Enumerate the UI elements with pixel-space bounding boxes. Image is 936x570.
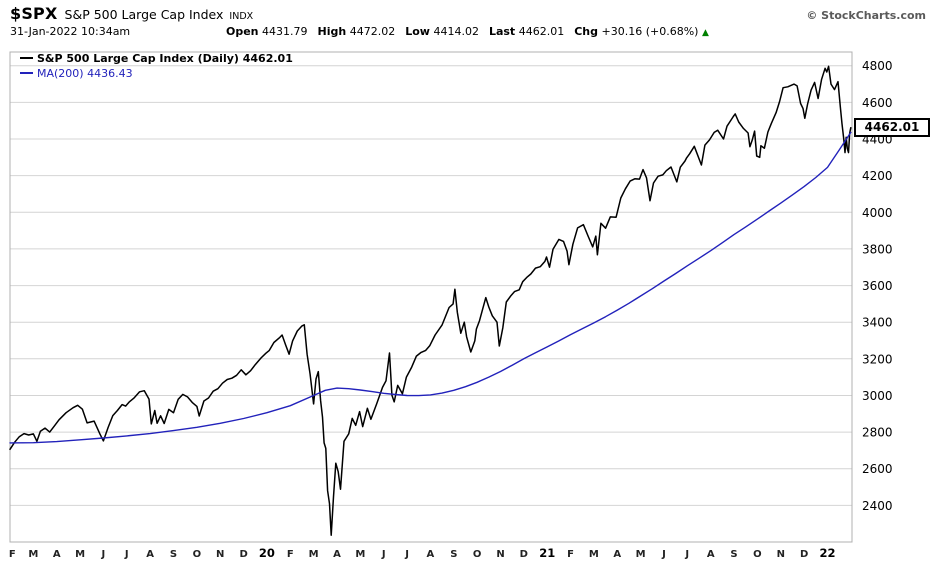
svg-text:3200: 3200 bbox=[862, 352, 893, 366]
svg-text:21: 21 bbox=[539, 546, 555, 560]
svg-text:3800: 3800 bbox=[862, 242, 893, 256]
legend-ma-label: MA(200) 4436.43 bbox=[37, 67, 133, 80]
svg-text:S: S bbox=[450, 549, 457, 560]
svg-text:A: A bbox=[613, 549, 621, 560]
svg-text:2400: 2400 bbox=[862, 499, 893, 513]
svg-text:M: M bbox=[589, 549, 599, 560]
svg-text:J: J bbox=[381, 549, 386, 560]
svg-text:D: D bbox=[520, 549, 528, 560]
svg-text:A: A bbox=[707, 549, 715, 560]
svg-text:F: F bbox=[9, 549, 16, 560]
svg-text:J: J bbox=[404, 549, 409, 560]
high-label: High bbox=[317, 25, 347, 38]
svg-text:3400: 3400 bbox=[862, 316, 893, 330]
up-arrow-icon: ▲ bbox=[701, 28, 709, 38]
datetime-label: 31-Jan-2022 10:34am bbox=[10, 25, 131, 38]
open-value: 4431.79 bbox=[262, 25, 308, 38]
chart-area: 2400 2600 2800 3000 3200 3400 3600 3800 4000 4200… bbox=[0, 44, 936, 570]
quote-last: Last 4462.01 bbox=[489, 25, 564, 38]
chart-legend: S&P 500 Large Cap Index (Daily) 4462.01 … bbox=[20, 51, 293, 81]
svg-text:F: F bbox=[567, 549, 574, 560]
svg-text:S: S bbox=[730, 549, 737, 560]
stockcharts-credit: © StockCharts.com bbox=[806, 9, 926, 22]
svg-text:O: O bbox=[193, 549, 202, 560]
svg-text:M: M bbox=[309, 549, 319, 560]
svg-text:N: N bbox=[777, 549, 785, 560]
svg-text:20: 20 bbox=[259, 546, 275, 560]
last-label: Last bbox=[488, 25, 516, 38]
svg-text:M: M bbox=[28, 549, 38, 560]
svg-text:3600: 3600 bbox=[862, 279, 893, 293]
svg-text:2800: 2800 bbox=[862, 426, 893, 440]
svg-text:N: N bbox=[496, 549, 504, 560]
quote-strip: 31-Jan-2022 10:34am Open 4431.79 High 44… bbox=[0, 23, 936, 38]
chg-value: +30.16 (+0.68%) bbox=[601, 25, 699, 38]
svg-text:O: O bbox=[753, 549, 762, 560]
svg-text:4000: 4000 bbox=[862, 206, 893, 220]
price-chart-svg: 2400 2600 2800 3000 3200 3400 3600 3800 4000 4200… bbox=[9, 51, 893, 560]
svg-text:4800: 4800 bbox=[862, 59, 893, 73]
quote-open: Open 4431.79 bbox=[226, 25, 308, 38]
svg-text:J: J bbox=[101, 549, 106, 560]
svg-text:D: D bbox=[800, 549, 808, 560]
svg-text:M: M bbox=[75, 549, 85, 560]
svg-text:A: A bbox=[427, 549, 435, 560]
legend-ma-series: MA(200) 4436.43 bbox=[20, 66, 293, 81]
svg-text:N: N bbox=[216, 549, 224, 560]
svg-text:22: 22 bbox=[819, 546, 835, 560]
price-line-swatch-icon bbox=[20, 57, 33, 59]
last-value: 4462.01 bbox=[518, 25, 565, 38]
exchange-label: INDX bbox=[229, 11, 254, 22]
symbol-label: $SPX bbox=[10, 4, 58, 23]
chg-label: Chg bbox=[574, 25, 598, 38]
ma-line-swatch-icon bbox=[20, 72, 33, 74]
svg-text:M: M bbox=[355, 549, 365, 560]
quote-change: Chg +30.16 (+0.68%) ▲ bbox=[574, 25, 709, 38]
high-value: 4472.02 bbox=[349, 25, 396, 38]
svg-text:2600: 2600 bbox=[862, 462, 893, 476]
last-price-tag: 4462.01 bbox=[854, 118, 930, 137]
svg-text:S: S bbox=[170, 549, 177, 560]
svg-text:M: M bbox=[636, 549, 646, 560]
open-label: Open bbox=[226, 25, 259, 38]
legend-price-series: S&P 500 Large Cap Index (Daily) 4462.01 bbox=[20, 51, 293, 66]
svg-text:J: J bbox=[684, 549, 689, 560]
svg-text:4200: 4200 bbox=[862, 169, 893, 183]
quote-high: High 4472.02 bbox=[318, 25, 396, 38]
svg-text:O: O bbox=[473, 549, 482, 560]
low-label: Low bbox=[405, 25, 430, 38]
svg-text:J: J bbox=[124, 549, 129, 560]
svg-text:J: J bbox=[661, 549, 666, 560]
quote-low: Low 4414.02 bbox=[405, 25, 479, 38]
svg-text:D: D bbox=[239, 549, 247, 560]
svg-text:3000: 3000 bbox=[862, 389, 893, 403]
svg-text:A: A bbox=[333, 549, 341, 560]
svg-text:A: A bbox=[146, 549, 154, 560]
index-name: S&P 500 Large Cap Index bbox=[64, 7, 224, 22]
svg-text:4600: 4600 bbox=[862, 96, 893, 110]
chart-header: $SPX S&P 500 Large Cap Index INDX © Stoc… bbox=[0, 0, 936, 23]
low-value: 4414.02 bbox=[433, 25, 479, 38]
legend-price-label: S&P 500 Large Cap Index (Daily) 4462.01 bbox=[37, 52, 293, 65]
svg-text:A: A bbox=[53, 549, 61, 560]
svg-text:F: F bbox=[287, 549, 294, 560]
